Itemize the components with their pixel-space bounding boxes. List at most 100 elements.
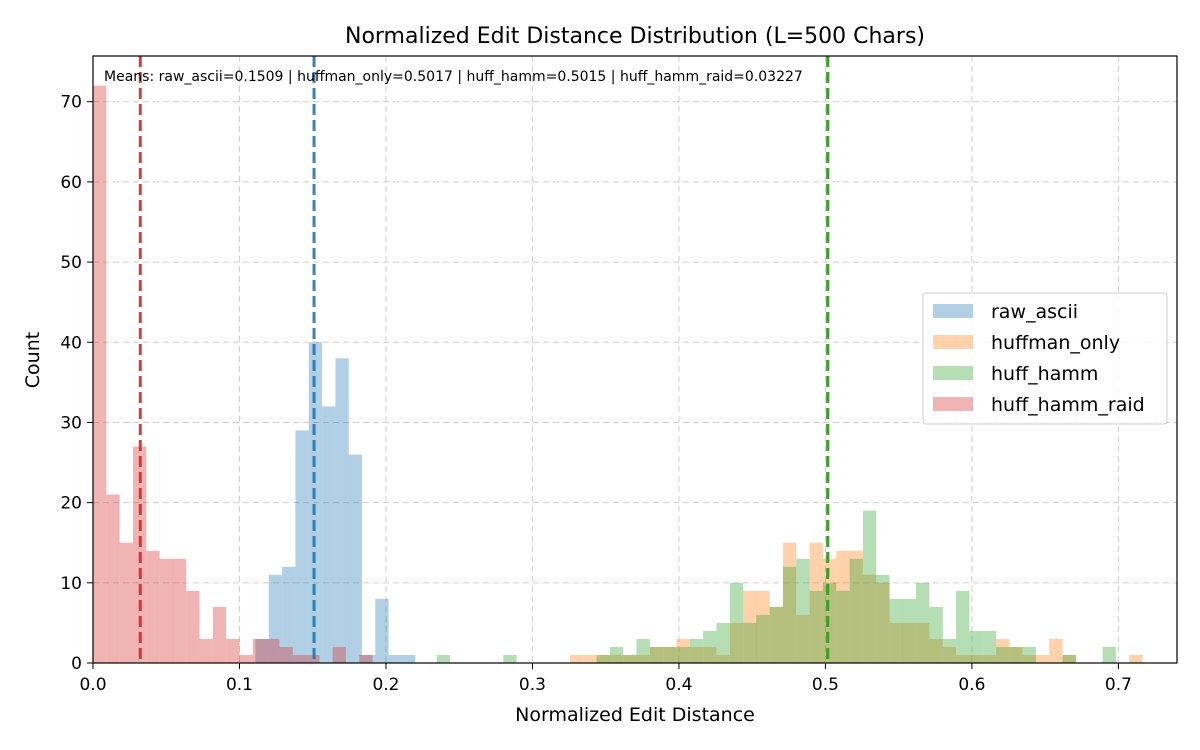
histogram-bar (969, 630, 983, 663)
histogram-bar (636, 638, 650, 663)
histogram-bar (1022, 654, 1037, 663)
histogram-bar (796, 614, 810, 663)
histogram-bar (729, 622, 744, 663)
histogram-bar (916, 622, 930, 663)
histogram-bar (375, 598, 389, 663)
histogram-bar (849, 550, 863, 663)
histogram-bar (308, 342, 323, 663)
legend: raw_ascii huffman_only huff_hamm huff_hamm_… (922, 292, 1168, 425)
histogram-bar (159, 558, 173, 663)
histogram-bar (836, 590, 850, 663)
histogram-bar (252, 638, 267, 663)
histogram-bar (623, 654, 637, 663)
histogram-bar (969, 654, 983, 663)
histogram-bar (782, 566, 797, 663)
histogram-bar (889, 598, 903, 663)
legend-swatch (933, 335, 973, 349)
histogram-bar (596, 654, 610, 663)
histogram-bar (226, 638, 240, 663)
histogram-bar (876, 582, 890, 663)
histogram-bar (609, 646, 624, 663)
histogram-bar (359, 654, 373, 663)
histogram-bar (649, 646, 664, 663)
histogram-bar (862, 574, 877, 663)
histogram-bar (849, 558, 863, 663)
x-axis-label: Normalized Edit Distance (515, 704, 755, 726)
histogram-bar (902, 622, 917, 663)
histogram-bar (119, 542, 133, 663)
y-tick-label: 0 (71, 654, 82, 674)
histogram-bar (1036, 654, 1050, 663)
x-tick-label: 0.0 (79, 675, 106, 695)
histogram-bar (929, 606, 943, 663)
histogram-bar (756, 590, 770, 663)
histogram-bar (676, 638, 690, 663)
histogram-bar (335, 358, 349, 663)
histogram-bar (255, 638, 269, 663)
y-tick-label: 40 (60, 333, 82, 353)
histogram-bar (583, 654, 597, 663)
histogram-bar (1129, 654, 1143, 663)
histogram-bar (172, 558, 187, 663)
histogram-bar (1022, 646, 1037, 663)
histogram-bar (322, 406, 336, 663)
histogram-bar (769, 606, 783, 663)
histogram-bar (942, 646, 957, 663)
histogram-bar (609, 654, 624, 663)
histogram-bar (401, 654, 416, 663)
histogram-bar (782, 542, 797, 663)
histogram-bar (996, 638, 1010, 663)
y-tick-label: 50 (60, 253, 82, 273)
y-tick-label: 60 (60, 173, 82, 193)
histogram-bar (982, 654, 997, 663)
histogram-bar (942, 638, 957, 663)
histogram-bar (1062, 654, 1076, 663)
x-tick-label: 0.5 (812, 675, 839, 695)
histogram-bar (649, 646, 664, 663)
histogram-bar (689, 646, 704, 663)
histogram-bar (809, 590, 823, 663)
histogram-bar (689, 638, 704, 663)
histogram-bar (836, 550, 850, 663)
histogram-bar (503, 654, 517, 663)
histogram-bar (703, 630, 717, 663)
histogram-bar (295, 430, 309, 663)
legend-label: huffman_only (991, 332, 1120, 354)
histogram-bar (743, 622, 757, 663)
histogram-bar (729, 582, 744, 663)
histogram-bar (279, 646, 293, 663)
mean-lines (138, 56, 830, 663)
histogram-bar (636, 654, 650, 663)
histogram-bar (332, 646, 346, 663)
histogram-bar (596, 654, 610, 663)
x-axis-ticks: 0.0 0.1 0.2 0.3 0.4 0.5 0.6 0.7 (79, 663, 1132, 695)
legend-swatch (933, 304, 973, 318)
x-tick-label: 0.6 (958, 675, 985, 695)
y-tick-label: 70 (60, 93, 82, 113)
histogram-bar (902, 598, 917, 663)
y-tick-label: 10 (60, 574, 82, 594)
histogram-bar (663, 646, 677, 663)
y-tick-label: 30 (60, 413, 82, 433)
histogram-bar (266, 638, 280, 663)
means-annotation: Means: raw_ascii=0.1509 | huffman_only=0… (104, 69, 803, 85)
histogram-bar (956, 654, 970, 663)
y-axis-ticks: 0 10 20 30 40 50 60 70 (60, 93, 93, 674)
x-tick-label: 0.4 (665, 675, 692, 695)
histogram-bar (929, 638, 943, 663)
histogram-bar (862, 510, 877, 663)
histogram-bar (106, 494, 120, 663)
plot-area-frame (92, 55, 1178, 664)
histogram-bar (292, 654, 307, 663)
y-axis-label: Count (22, 332, 44, 388)
histogram-bar (623, 654, 637, 663)
histogram-bar (569, 654, 584, 663)
histogram-bar (1062, 654, 1076, 663)
histogram-bar (436, 654, 451, 663)
histogram-bar (889, 622, 903, 663)
chart-title: Normalized Edit Distance Distribution (L… (345, 24, 925, 49)
histogram-bar (876, 574, 890, 663)
legend-label: huff_hamm (991, 363, 1098, 385)
legend-box (922, 292, 1168, 425)
